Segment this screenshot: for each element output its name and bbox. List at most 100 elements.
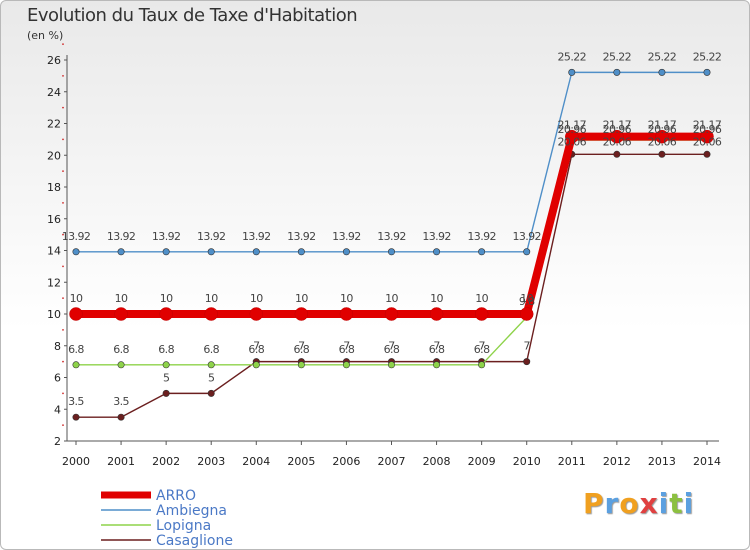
data-label-lopigna: 9.8 — [519, 295, 535, 308]
x-tick-label: 2013 — [648, 455, 676, 468]
data-label-casaglione: 7 — [343, 340, 350, 353]
x-tick-label: 2001 — [107, 455, 135, 468]
data-label-arro: 10 — [385, 292, 398, 305]
data-label-casaglione: 5 — [208, 371, 215, 384]
data-point-ambiegna — [117, 248, 125, 256]
y-minor-tick — [62, 201, 64, 204]
data-label-arro: 10 — [520, 292, 533, 305]
data-point-casaglione — [207, 389, 215, 397]
data-point-lopigna — [252, 361, 260, 369]
y-minor-tick — [62, 392, 64, 395]
y-minor-tick — [62, 74, 64, 77]
data-point-arro — [159, 307, 173, 321]
series-line-arro — [76, 132, 707, 318]
data-point-casaglione — [162, 389, 170, 397]
x-tick-label: 2008 — [423, 455, 451, 468]
data-point-ambiegna — [613, 68, 621, 76]
data-point-arro — [429, 307, 444, 321]
data-label-lopigna: 6.8 — [339, 343, 355, 356]
data-label-ambiegna: 13.92 — [107, 230, 136, 243]
data-point-lopigna — [433, 361, 441, 369]
data-label-lopigna: 6.8 — [384, 343, 400, 356]
y-tick-label: 2 — [54, 435, 61, 448]
chart-title: Evolution du Taux de Taxe d'Habitation — [27, 5, 358, 26]
data-label-lopigna: 6.8 — [158, 343, 174, 356]
data-point-arro — [339, 307, 354, 321]
y-minor-tick — [62, 170, 64, 173]
y-minor-tick — [62, 328, 64, 331]
y-tick-label: 6 — [54, 372, 61, 385]
data-label-casaglione: 3.5 — [113, 395, 129, 408]
x-tick-label: 2003 — [197, 455, 225, 468]
data-point-ambiegna — [523, 248, 531, 256]
y-tick-label: 22 — [47, 118, 61, 131]
data-label-casaglione: 20.06 — [648, 135, 677, 148]
legend-label-arro: ARRO — [156, 488, 196, 504]
data-label-lopigna: 6.8 — [68, 343, 84, 356]
y-minor-tick — [62, 424, 64, 427]
y-tick-label: 4 — [54, 403, 61, 416]
y-tick-label: 20 — [47, 149, 61, 162]
y-tick-label: 12 — [47, 276, 61, 289]
data-label-lopigna: 6.8 — [113, 343, 129, 356]
data-label-lopigna: 20.96 — [558, 123, 587, 136]
x-tick-label: 2011 — [558, 455, 586, 468]
data-point-arro — [610, 129, 624, 144]
y-tick-label: 14 — [47, 245, 61, 258]
data-label-ambiegna: 13.92 — [62, 230, 91, 243]
data-point-arro — [565, 129, 579, 144]
logo-letter: t — [669, 487, 684, 520]
data-label-arro: 21.17 — [603, 119, 632, 132]
data-label-casaglione: 3.5 — [68, 395, 84, 408]
data-point-arro — [204, 307, 218, 321]
data-label-arro: 10 — [295, 292, 308, 305]
data-label-arro: 21.17 — [648, 119, 677, 132]
data-point-ambiegna — [387, 248, 395, 256]
data-label-arro: 10 — [205, 292, 218, 305]
data-label-ambiegna: 25.22 — [648, 50, 677, 63]
y-minor-tick — [62, 138, 64, 141]
logo-letter: x — [639, 487, 659, 520]
data-label-ambiegna: 13.92 — [467, 230, 496, 243]
proxiti-logo: Proxiti — [583, 487, 694, 520]
data-label-ambiegna: 13.92 — [152, 230, 181, 243]
data-label-casaglione: 7 — [253, 340, 260, 353]
data-point-lopigna — [72, 361, 80, 369]
x-tick-label: 2002 — [152, 455, 180, 468]
data-label-arro: 21.17 — [558, 119, 587, 132]
y-tick-label: 18 — [47, 181, 61, 194]
data-point-lopigna — [207, 361, 215, 369]
data-point-casaglione — [117, 413, 125, 421]
data-point-ambiegna — [658, 68, 666, 76]
data-point-arro — [384, 307, 399, 321]
data-label-casaglione: 7 — [298, 340, 305, 353]
legend-label-casaglione: Casaglione — [156, 533, 233, 549]
data-point-lopigna — [297, 361, 305, 369]
series-line-ambiegna — [76, 71, 707, 253]
data-label-casaglione: 20.06 — [558, 135, 587, 148]
y-minor-tick — [62, 360, 64, 363]
data-label-arro: 10 — [340, 292, 353, 305]
logo-letter: P — [583, 487, 605, 520]
data-label-lopigna: 20.96 — [648, 123, 677, 136]
data-label-ambiegna: 13.92 — [332, 230, 361, 243]
data-label-arro: 10 — [70, 292, 83, 305]
data-point-arro — [700, 129, 714, 144]
data-point-ambiegna — [297, 248, 305, 256]
data-label-arro: 10 — [115, 292, 128, 305]
data-point-casaglione — [703, 150, 711, 158]
data-label-casaglione: 7 — [478, 340, 485, 353]
data-label-lopigna: 6.8 — [248, 343, 264, 356]
data-label-lopigna: 6.8 — [203, 343, 219, 356]
data-point-arro — [69, 307, 83, 321]
data-label-casaglione: 5 — [163, 371, 170, 384]
data-label-ambiegna: 25.22 — [693, 50, 722, 63]
y-tick-label: 10 — [47, 308, 61, 321]
y-tick-label: 8 — [54, 340, 61, 353]
data-point-casaglione — [72, 413, 80, 421]
data-label-lopigna: 6.8 — [474, 343, 490, 356]
data-point-ambiegna — [207, 248, 215, 256]
x-tick-label: 2014 — [693, 455, 721, 468]
